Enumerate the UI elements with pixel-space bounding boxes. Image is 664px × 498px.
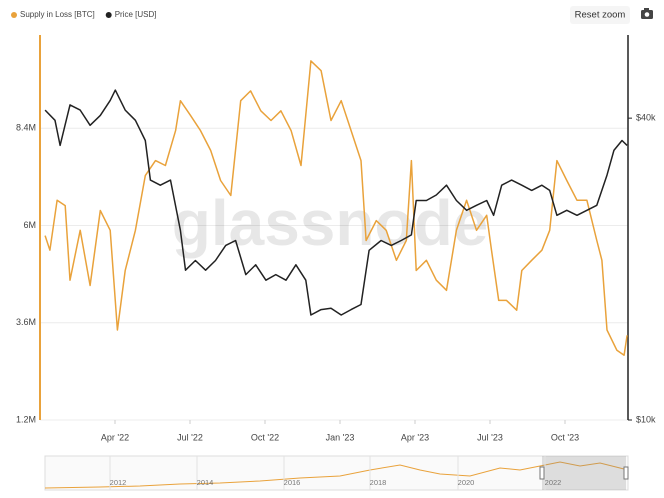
x-tick-label: Apr '22 — [101, 432, 129, 442]
camera-icon[interactable] — [641, 8, 653, 19]
x-tick-label: Jul '23 — [477, 432, 503, 442]
navigator-label: 2014 — [197, 478, 214, 487]
y2-tick-label: $10k — [636, 414, 656, 424]
series-line — [44, 60, 628, 356]
legend-label: Supply in Loss [BTC] — [20, 10, 95, 19]
watermark: glassnode — [172, 187, 489, 259]
camera-top[interactable] — [644, 8, 649, 11]
legend-marker — [105, 12, 112, 18]
x-tick-label: Apr '23 — [401, 432, 429, 442]
navigator-selection[interactable] — [542, 456, 626, 490]
camera-lens[interactable] — [644, 12, 650, 17]
navigator[interactable] — [44, 455, 629, 491]
y-tick-label: 3.6M — [16, 317, 36, 327]
navigator-handle[interactable] — [623, 466, 629, 480]
x-tick-label: Jul '22 — [177, 432, 203, 442]
x-tick-label: Jan '23 — [326, 432, 355, 442]
navigator-label: 2018 — [370, 478, 387, 487]
reset-button[interactable]: Reset zoom — [570, 6, 630, 24]
button-label[interactable]: Reset zoom — [575, 10, 626, 21]
series-line — [44, 89, 628, 316]
y2-tick-label: $40k — [636, 113, 656, 123]
navigator-label: 2016 — [284, 478, 301, 487]
navigator-label: 2012 — [110, 478, 127, 487]
legend-label: Price [USD] — [115, 10, 157, 19]
legend-marker — [11, 12, 17, 18]
x-tick-label: Oct '23 — [551, 432, 579, 442]
navigator-bg[interactable] — [44, 455, 629, 491]
y-tick-label: 6M — [23, 220, 36, 230]
y-tick-label: 1.2M — [16, 414, 36, 424]
navigator-line — [44, 461, 629, 489]
navigator-label: 2022 — [545, 478, 562, 487]
navigator-label: 2020 — [458, 478, 475, 487]
navigator-handle[interactable] — [539, 466, 545, 480]
y-tick-label: 8.4M — [16, 123, 36, 133]
x-tick-label: Oct '22 — [251, 432, 279, 442]
button-bg[interactable] — [570, 6, 630, 24]
